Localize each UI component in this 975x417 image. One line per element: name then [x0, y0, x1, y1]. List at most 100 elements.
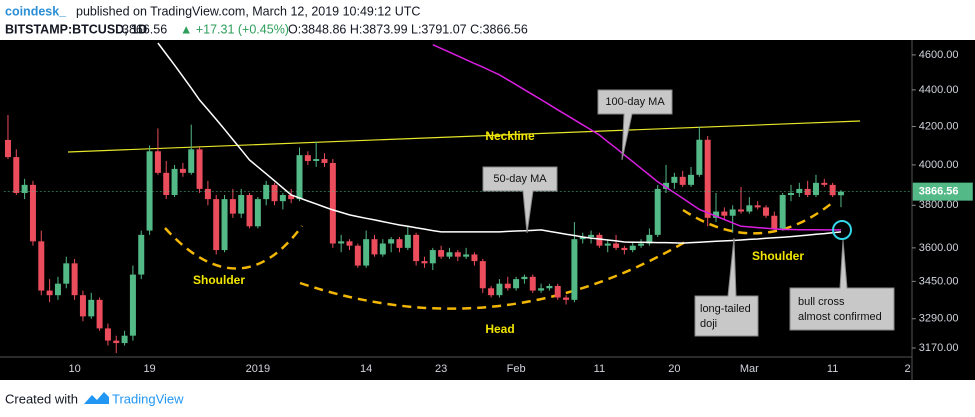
candle-body: [163, 172, 170, 196]
candle-body: [629, 245, 636, 251]
candle-body: [196, 149, 203, 189]
callout-text: 100-day MA: [605, 96, 665, 108]
candle-body: [304, 155, 311, 162]
candle-body: [279, 195, 286, 202]
candle-body: [596, 234, 603, 246]
candle-body: [363, 239, 370, 266]
neckline-label: Neckline: [485, 129, 535, 143]
x-tick-label: 20: [668, 363, 680, 375]
x-tick-label: 11: [827, 363, 838, 375]
candle-body: [571, 239, 578, 300]
shoulder-label: Shoulder: [193, 273, 245, 287]
candle-body: [762, 207, 769, 216]
price-change: ▲ +17.31 (+0.45%): [180, 22, 289, 36]
chart-title: published on TradingView.com, March 12, …: [76, 4, 420, 18]
candle-body: [663, 182, 670, 189]
candle-body: [804, 188, 811, 196]
candle-body: [429, 250, 436, 264]
candle-body: [779, 195, 786, 229]
candle-body: [88, 299, 95, 317]
candle-body: [329, 162, 336, 244]
x-tick-label: 2: [905, 363, 911, 375]
y-tick-label: 4200.00: [919, 120, 959, 132]
candle-body: [787, 192, 794, 196]
candle-body: [213, 199, 220, 251]
brand-logo: [84, 392, 109, 404]
x-tick-label: 23: [435, 363, 447, 375]
ohlc: O:3848.86 H:3873.99 L:3791.07 C:3866.56: [288, 22, 528, 36]
candle-body: [121, 335, 128, 344]
candle-body: [496, 283, 503, 296]
candle-body: [738, 209, 745, 212]
candle-body: [488, 288, 495, 296]
candle-body: [388, 239, 395, 244]
candle-body: [71, 263, 78, 296]
candle-body: [463, 254, 470, 257]
marks: 4600.00 4400.00 4200.00 4000.00 3800.00 3600.…: [3, 42, 973, 375]
candle-body: [171, 168, 178, 196]
head-curve: [299, 240, 686, 310]
candle-body: [38, 241, 45, 291]
candle-body: [796, 188, 803, 193]
candle-body: [704, 139, 711, 218]
x-tick-label: 14: [360, 363, 372, 375]
x-tick-label: Mar: [740, 363, 759, 375]
candle-body: [296, 155, 303, 200]
y-tick-label: 4600.00: [919, 49, 959, 61]
candle-body: [354, 245, 361, 266]
candle-body: [421, 261, 428, 264]
candle-body: [4, 139, 11, 158]
candle-body: [696, 139, 703, 175]
author[interactable]: coindesk_: [5, 4, 67, 18]
candle-body: [646, 234, 653, 244]
candle-body: [771, 215, 778, 229]
candle-body: [79, 295, 86, 317]
candle-body: [746, 205, 753, 212]
brand-name[interactable]: TradingView: [112, 391, 184, 406]
candle-body: [313, 159, 320, 162]
candle-body: [671, 176, 678, 183]
candle-body: [413, 234, 420, 262]
candle-body: [338, 241, 345, 244]
candle-body: [654, 188, 661, 235]
shoulder-curve: [164, 225, 304, 270]
neckline: [67, 120, 861, 153]
candle-body: [471, 254, 478, 262]
candle-body: [129, 274, 136, 336]
callout: [789, 239, 895, 331]
y-tick-label: 3600.00: [919, 242, 959, 254]
candle-body: [679, 176, 686, 185]
last-price: 3866.56: [122, 22, 167, 36]
candle-body: [154, 151, 161, 173]
candle-body: [379, 243, 386, 255]
last-price-label: 3866.56: [919, 186, 959, 198]
footer-text: Created with: [5, 391, 78, 406]
symbol: BITSTAMP:BTCUSD, 1D: [5, 22, 147, 36]
candle-body: [54, 283, 61, 296]
candle-body: [454, 252, 461, 257]
callout-text: 50-day MA: [493, 173, 547, 185]
candle-body: [396, 239, 403, 248]
candle-body: [288, 195, 295, 200]
candle-body: [638, 243, 645, 246]
candle-body: [812, 182, 819, 196]
callout: [597, 89, 673, 161]
candle-body: [713, 211, 720, 218]
candle-body: [438, 250, 445, 257]
candle-body: [263, 184, 270, 200]
candle-body: [821, 182, 828, 185]
candle-body: [513, 279, 520, 289]
candle-body: [138, 234, 145, 275]
candle-body: [829, 184, 836, 196]
candle-body: [179, 168, 186, 173]
x-tick-label: Feb: [507, 363, 526, 375]
highlight-circle: [832, 220, 852, 240]
candle-body: [538, 288, 545, 291]
candle-body: [246, 195, 253, 227]
moving-average-line: [432, 44, 841, 231]
candle-body: [371, 239, 378, 255]
head-label: Head: [485, 322, 514, 336]
candle-body: [321, 159, 328, 163]
candle-body: [21, 184, 28, 193]
